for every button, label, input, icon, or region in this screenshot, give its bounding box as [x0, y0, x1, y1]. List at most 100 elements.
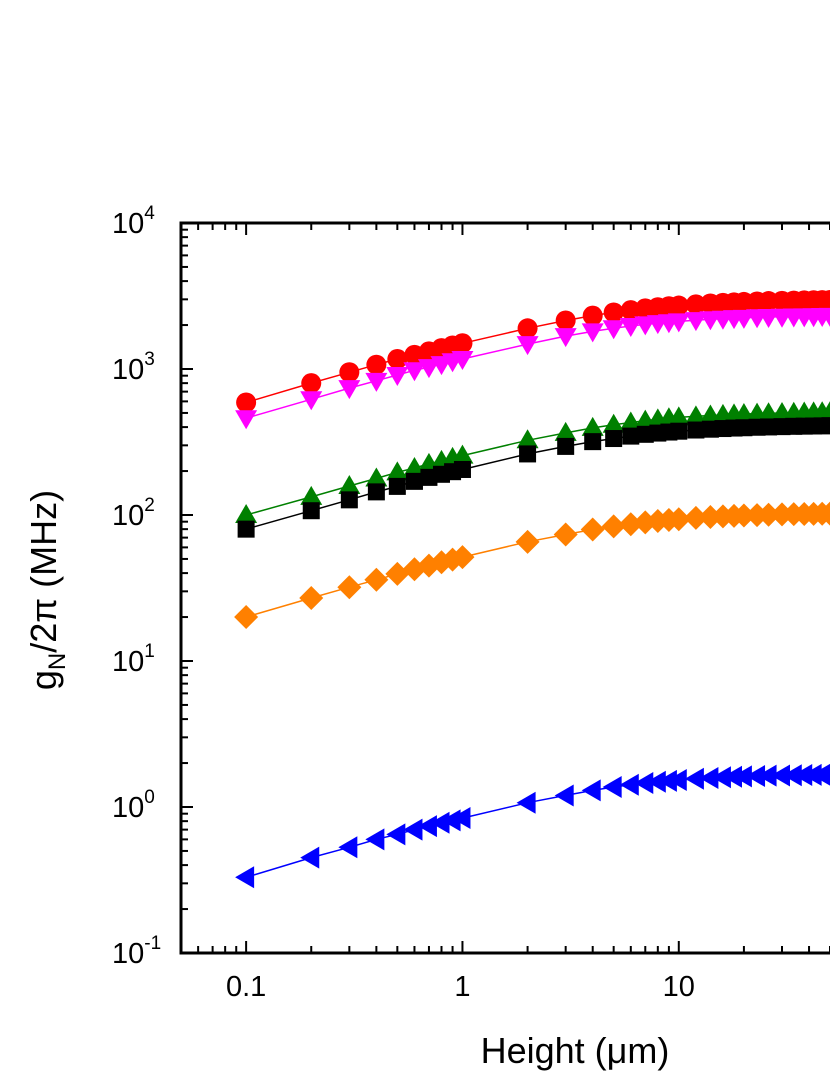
data-point — [711, 766, 731, 789]
data-point — [622, 427, 640, 445]
y-axis-title-rest: /2π (MHz) — [23, 490, 64, 653]
data-point — [300, 485, 323, 505]
data-point — [417, 815, 437, 838]
data-point — [515, 529, 540, 554]
data-point — [234, 605, 259, 630]
data-point — [602, 413, 625, 433]
data-point — [667, 313, 690, 333]
data-point — [367, 483, 385, 501]
data-point — [580, 517, 605, 542]
data-point — [666, 507, 691, 532]
x-tick-label: 0.1 — [226, 971, 266, 1003]
series-square — [237, 417, 830, 538]
data-point — [235, 410, 258, 430]
data-point — [821, 417, 830, 435]
y-tick-label: 100 — [112, 787, 155, 824]
data-point — [581, 416, 604, 436]
data-point — [405, 472, 423, 490]
data-point — [818, 501, 830, 526]
data-point — [819, 307, 830, 327]
data-point — [338, 836, 358, 859]
data-point — [553, 522, 578, 547]
data-point — [403, 362, 426, 382]
data-point — [723, 765, 743, 788]
data-point — [657, 769, 677, 792]
data-point — [557, 437, 575, 455]
data-point — [430, 811, 450, 834]
data-point — [554, 328, 577, 348]
data-point — [684, 312, 707, 332]
y-tick-label: 104 — [112, 203, 155, 240]
data-point — [235, 866, 255, 889]
data-point — [386, 461, 409, 481]
data-point — [782, 764, 802, 787]
data-point — [388, 477, 406, 495]
data-point — [302, 502, 320, 520]
data-point — [732, 765, 752, 788]
data-point — [516, 336, 539, 356]
data-point — [386, 366, 409, 386]
series-line — [245, 773, 830, 879]
data-point — [555, 310, 576, 331]
data-point — [338, 474, 361, 494]
data-point — [684, 405, 707, 425]
data-point — [668, 295, 689, 316]
data-point — [237, 520, 255, 538]
data-point — [451, 444, 474, 464]
y-axis-title-base: g — [23, 670, 64, 690]
data-point — [746, 765, 766, 788]
data-point — [687, 421, 705, 439]
data-point — [417, 359, 440, 379]
data-point — [684, 767, 704, 790]
data-point — [366, 354, 387, 375]
data-point — [581, 323, 604, 343]
data-point — [820, 289, 830, 310]
data-point — [337, 575, 362, 600]
x-tick-label: 10 — [663, 971, 695, 1003]
data-point — [699, 766, 719, 789]
y-axis-title: gN/2π (MHz) — [23, 490, 71, 690]
data-point — [619, 318, 642, 338]
data-point — [757, 764, 777, 787]
data-point — [235, 504, 258, 523]
data-point — [731, 503, 756, 528]
data-point — [667, 769, 687, 792]
data-point — [299, 586, 324, 611]
data-point — [819, 401, 830, 421]
data-point — [634, 772, 654, 795]
data-point — [683, 505, 708, 530]
data-point — [602, 776, 622, 799]
data-point — [516, 429, 539, 449]
series-triangle-down — [235, 307, 830, 430]
data-point — [633, 510, 658, 535]
data-point — [517, 318, 538, 339]
y-tick-label: 103 — [112, 349, 155, 386]
y-tick-label: 10-1 — [112, 933, 161, 970]
data-point — [300, 846, 320, 869]
data-point — [236, 392, 257, 413]
data-point — [554, 421, 577, 441]
data-point — [519, 445, 537, 463]
y-axis: 10-1 100 101 102 103 104 — [112, 203, 193, 970]
data-point — [301, 373, 322, 394]
data-point — [453, 460, 471, 478]
data-point — [339, 362, 360, 383]
data-point — [667, 406, 690, 426]
data-point — [581, 779, 601, 802]
data-point — [685, 294, 706, 315]
data-point — [365, 828, 385, 851]
data-point — [340, 491, 358, 509]
data-point — [584, 433, 602, 451]
data-point — [386, 823, 406, 846]
data-point — [756, 502, 781, 527]
y-tick-label: 101 — [112, 641, 155, 678]
plot-frame — [179, 221, 830, 955]
series-line — [245, 315, 830, 419]
data-point — [554, 784, 574, 807]
data-point — [364, 567, 389, 592]
data-point — [771, 764, 791, 787]
y-tick-label: 102 — [112, 495, 155, 532]
series-triangle-left — [235, 763, 830, 889]
data-point — [582, 305, 603, 326]
